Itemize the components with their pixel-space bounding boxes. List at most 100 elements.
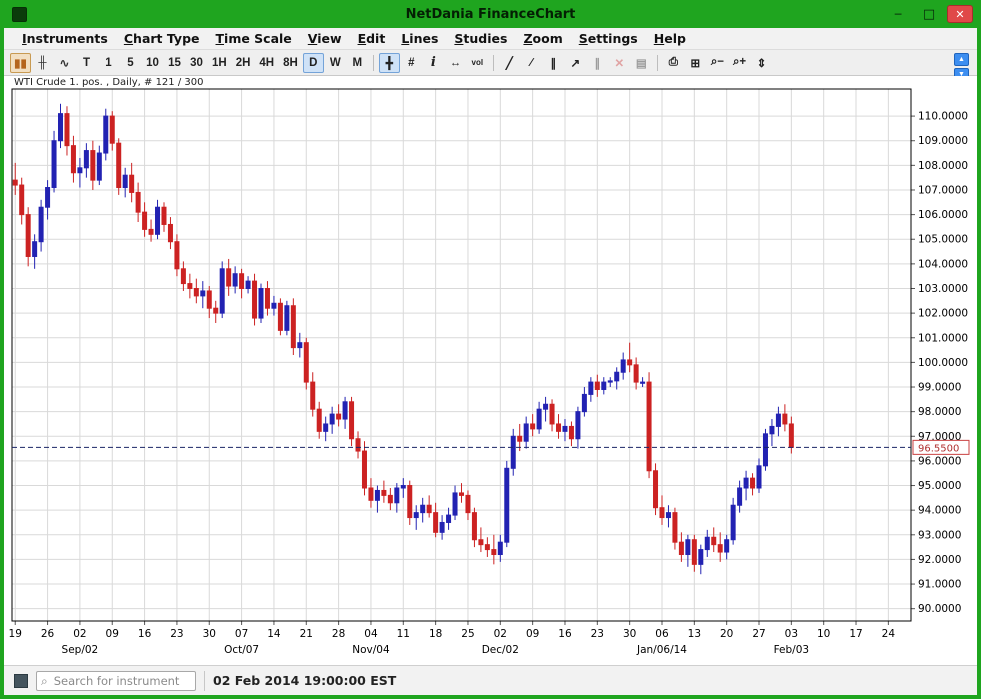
volume-button[interactable]: vol [467, 53, 488, 73]
search-icon: ⌕ [41, 673, 48, 688]
menu-zoom[interactable]: Zoom [523, 31, 563, 46]
ohlc-bar-chart-button[interactable]: ╫ [32, 53, 53, 73]
x-axis-label: 23 [170, 628, 183, 640]
y-axis-label: 101.0000 [918, 332, 968, 344]
candle-body [678, 541, 684, 555]
current-price-tag-label: 96.5500 [918, 443, 959, 454]
trendline-button[interactable]: ╱ [499, 53, 520, 73]
search-box[interactable]: ⌕ [36, 670, 196, 691]
info-button[interactable]: i [423, 53, 444, 73]
candle-body [743, 477, 749, 489]
scale-15m-button[interactable]: 15 [164, 53, 185, 73]
window-controls: ─ □ ✕ [885, 5, 973, 23]
candle-body [284, 305, 290, 331]
candle-body [277, 302, 283, 331]
menu-time-scale[interactable]: Time Scale [215, 31, 292, 46]
candle-body [756, 465, 762, 489]
toolbar-scroll-up-button[interactable]: ▲ [954, 53, 969, 66]
y-axis-label: 96.0000 [918, 455, 961, 467]
x-axis-label: 03 [785, 628, 798, 640]
scale-daily-button[interactable]: D [302, 52, 324, 73]
candle-body [167, 223, 173, 243]
candle-body [387, 494, 393, 504]
candle-body [271, 302, 277, 309]
close-button[interactable]: ✕ [947, 5, 973, 23]
grid-button[interactable]: # [401, 53, 422, 73]
title-bar[interactable]: NetDania FinanceChart ─ □ ✕ [4, 0, 977, 28]
candle-body [264, 288, 270, 309]
candle-body [775, 413, 781, 427]
scale-1h-button[interactable]: 1H [208, 53, 231, 73]
price-chart[interactable]: 90.0000 91.0000 92.0000 93.0000 94.0000 95.00… [4, 76, 977, 665]
candle-body [581, 393, 587, 413]
scale-weekly-button[interactable]: W [325, 53, 346, 73]
scale-8h-button[interactable]: 8H [279, 53, 302, 73]
candle-body [77, 167, 83, 174]
candle-body [103, 115, 109, 154]
print-preview-button[interactable]: ⊞ [685, 53, 706, 73]
candle-body [433, 512, 439, 533]
candle-body [562, 425, 568, 432]
zoom-in-button[interactable]: ⌕+ [729, 53, 750, 73]
menu-edit[interactable]: Edit [357, 31, 386, 46]
tick-scale-button[interactable]: T [76, 53, 97, 73]
candle-body [769, 425, 775, 435]
ray-line-button[interactable]: ∕ [521, 53, 542, 73]
menu-view[interactable]: View [307, 31, 342, 46]
draw-arrow-button[interactable]: ↗ [565, 53, 586, 73]
candle-body [575, 411, 581, 440]
fit-vertical-scale-button[interactable]: ⇕ [751, 53, 772, 73]
crosshair-button[interactable]: ╋ [378, 52, 400, 73]
delete-studies-button[interactable]: ▤ [631, 53, 652, 73]
menu-help[interactable]: Help [653, 31, 686, 46]
candle-body [187, 283, 193, 290]
scale-30m-button[interactable]: 30 [186, 53, 207, 73]
scale-4h-button[interactable]: 4H [255, 53, 278, 73]
search-input[interactable] [51, 672, 191, 689]
print-button[interactable]: ⎙ [663, 53, 684, 73]
menu-bar: Instruments Chart Type Time Scale View Edit L… [4, 28, 977, 50]
candlestick-chart-button[interactable]: ▮▮ [10, 52, 31, 73]
scroll-horizontal-button[interactable]: ↔ [445, 53, 466, 73]
candle-body [633, 364, 639, 383]
candle-body [239, 273, 245, 290]
candle-body [180, 268, 186, 285]
candle-body [627, 359, 633, 366]
instrument-color-swatch[interactable] [14, 673, 28, 688]
plot-border [11, 88, 912, 622]
menu-settings[interactable]: Settings [578, 31, 638, 46]
maximize-button[interactable]: □ [916, 5, 942, 23]
parallel-line-button[interactable]: ∥ [587, 53, 608, 73]
x-axis-month-label: Oct/07 [224, 644, 259, 656]
zoom-out-button[interactable]: ⌕− [707, 53, 728, 73]
x-axis-label: 16 [138, 628, 152, 640]
candle-body [342, 401, 348, 420]
candle-body [504, 467, 510, 543]
y-axis-label: 94.0000 [918, 505, 961, 517]
toolbar-scroll: ▲ ▼ [954, 53, 969, 81]
scale-monthly-button[interactable]: M [347, 53, 368, 73]
scale-10m-button[interactable]: 10 [142, 53, 163, 73]
scale-5m-button[interactable]: 5 [120, 53, 141, 73]
minimize-button[interactable]: ─ [885, 5, 911, 23]
candle-body [96, 152, 102, 181]
candle-body [665, 512, 671, 519]
delete-drawing-button[interactable]: ✕ [609, 53, 630, 73]
menu-lines[interactable]: Lines [401, 31, 439, 46]
candle-body [620, 359, 626, 373]
channel-lines-button[interactable]: ∥ [543, 53, 564, 73]
y-axis-label: 105.0000 [918, 234, 968, 246]
menu-instruments[interactable]: Instruments [22, 31, 108, 46]
line-chart-button[interactable]: ∿ [54, 53, 75, 73]
menu-chart-type[interactable]: Chart Type [123, 31, 200, 46]
candle-body [109, 115, 115, 144]
x-axis-label: 02 [494, 628, 507, 640]
x-axis-label: 30 [203, 628, 216, 640]
x-axis-label: 23 [591, 628, 604, 640]
scale-2h-button[interactable]: 2H [232, 53, 255, 73]
candle-body [361, 450, 367, 489]
scale-1m-button[interactable]: 1 [98, 53, 119, 73]
candle-body [45, 187, 51, 208]
menu-studies[interactable]: Studies [454, 31, 508, 46]
